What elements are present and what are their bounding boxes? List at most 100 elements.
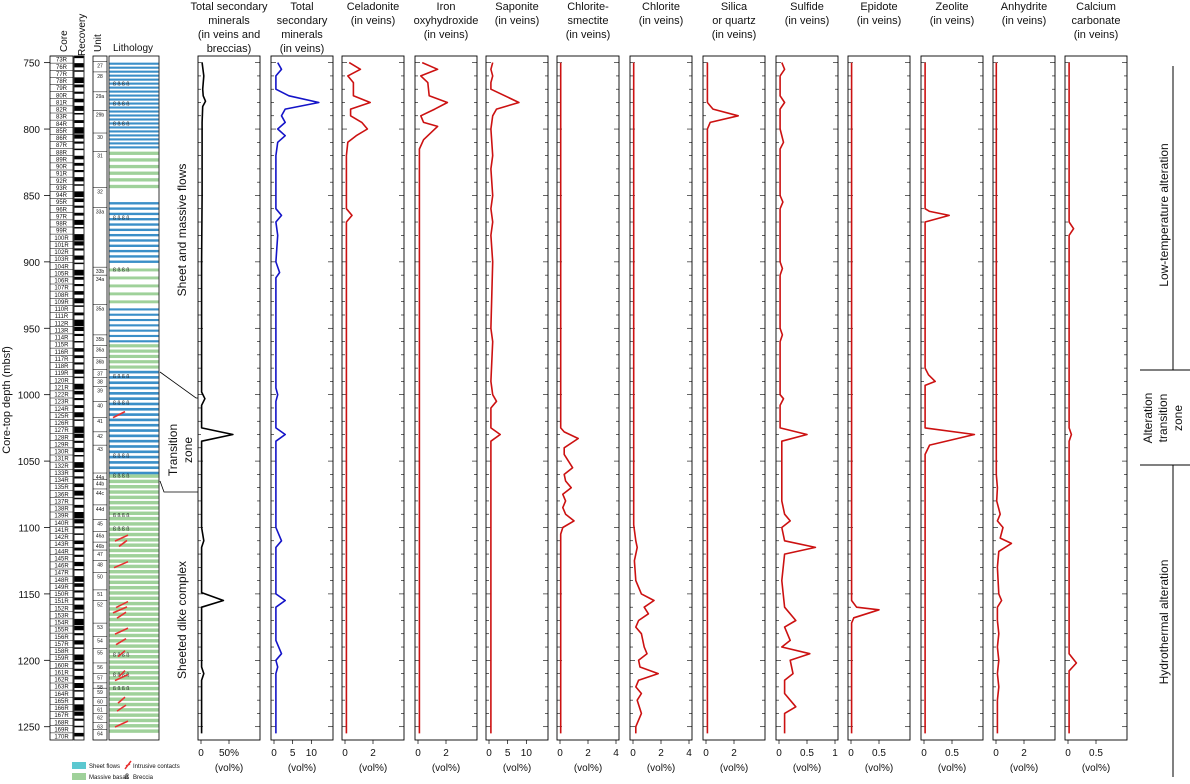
recovery-block xyxy=(74,148,84,151)
panel-title-line: Total xyxy=(290,1,313,13)
sheet-flow-band xyxy=(109,74,159,77)
core-label: 153R xyxy=(54,613,69,619)
recovery-block xyxy=(74,690,84,692)
panel-title-line: Silica xyxy=(721,1,748,13)
unit-label: 43 xyxy=(97,447,103,453)
core-label: 110R xyxy=(55,307,70,313)
panel-x-tick-label: 2 xyxy=(1021,748,1027,759)
intrusive-contact-mark xyxy=(116,704,127,712)
massive-basalt-band xyxy=(109,596,159,601)
sheet-flow-band xyxy=(109,233,159,237)
recovery-block xyxy=(74,419,84,421)
recovery-block xyxy=(74,255,84,260)
recovery-block xyxy=(74,326,84,332)
massive-basalt-band xyxy=(109,300,159,304)
core-label: 127R xyxy=(54,428,69,434)
massive-basalt-band xyxy=(109,660,159,664)
unit-label: 59 xyxy=(97,690,103,696)
sheet-flow-band xyxy=(109,70,159,73)
recovery-block xyxy=(74,91,84,94)
massive-basalt-band xyxy=(109,511,159,516)
massive-basalt-band xyxy=(109,649,159,654)
sheet-flow-band xyxy=(109,370,159,374)
massive-basalt-swatch xyxy=(72,773,86,780)
panel-4: Saponite (in veins) 0 5 10 (vol%) xyxy=(485,1,549,774)
panel-x-tick-label: 2 xyxy=(443,748,449,759)
core-label: 135R xyxy=(54,485,69,491)
core-label: 78R xyxy=(56,79,68,85)
massive-basalt-band xyxy=(109,292,159,296)
recovery-block xyxy=(74,134,84,139)
massive-basalt-band xyxy=(109,692,159,696)
recovery-block xyxy=(74,483,84,488)
panel-title-line: breccias) xyxy=(207,43,252,55)
massive-basalt-label: Massive basalt xyxy=(89,775,129,781)
core-label: 155R xyxy=(54,628,69,634)
massive-basalt-band xyxy=(109,585,159,590)
massive-basalt-band xyxy=(109,543,159,547)
depth-tick-label: 1000 xyxy=(18,391,41,402)
sheet-flow-band xyxy=(109,334,159,338)
sheeted-dike-zone-label: Sheeted dike complex xyxy=(175,561,189,679)
recovery-block xyxy=(74,341,84,343)
massive-basalt-band xyxy=(109,612,159,616)
breccia-symbol: ß ß ß ß xyxy=(113,216,129,222)
core-label: 82R xyxy=(56,108,68,114)
recovery-block xyxy=(74,141,84,144)
lithology-legend: Sheet flows Massive basalt Intrusive con… xyxy=(72,760,180,781)
sheet-flow-band xyxy=(109,126,159,129)
panel-x-label: (vol%) xyxy=(359,763,387,774)
core-label: 85R xyxy=(56,129,68,135)
panel-data-line xyxy=(1068,62,1078,734)
massive-basalt-band xyxy=(109,564,159,569)
unit-label: 44c xyxy=(96,491,105,497)
panel-title-line: Total secondary xyxy=(190,1,268,13)
recovery-block xyxy=(74,177,84,182)
core-label: 129R xyxy=(54,442,69,448)
massive-basalt-band xyxy=(109,184,159,189)
core-label: 145R xyxy=(54,556,69,562)
panel-6: Chlorite (in veins) 0 2 4 (vol%) xyxy=(629,1,693,774)
sheet-flow-band xyxy=(109,110,159,113)
core-label: 73R xyxy=(56,58,68,64)
sheet-massive-zone-label: Sheet and massive flows xyxy=(175,164,189,297)
massive-basalt-band xyxy=(109,479,159,484)
unit-label: 63 xyxy=(97,725,103,731)
depth-tick-label: 1150 xyxy=(18,590,40,601)
panel-title-line: (in veins) xyxy=(930,15,975,27)
sheet-flow-band xyxy=(109,138,159,141)
massive-basalt-band xyxy=(109,158,159,162)
recovery-block xyxy=(74,120,84,123)
panel-x-tick-label: 0 xyxy=(342,748,348,759)
core-label: 160R xyxy=(54,663,69,669)
recovery-block xyxy=(74,284,84,287)
intrusive-contact-mark xyxy=(115,638,127,646)
massive-basalt-band xyxy=(109,623,159,627)
depth-tick-label: 1050 xyxy=(18,457,41,468)
sheet-flow-band xyxy=(109,313,159,316)
massive-basalt-band xyxy=(109,538,159,542)
massive-basalt-band xyxy=(109,575,159,579)
sheet-flow-band xyxy=(109,94,159,97)
lithology-column: ß ß ß ß ß ß ß ß ß ß ß ß ß ß ß ß ß ß ß ß ß ß ß… xyxy=(108,55,160,741)
recovery-block xyxy=(74,205,84,208)
core-label: 115R xyxy=(55,343,70,349)
core-label: 147R xyxy=(54,571,69,577)
breccia-symbol: ß ß ß ß xyxy=(113,374,129,380)
unit-label: 57 xyxy=(97,676,103,682)
panel-x-tick-label: 0.5 xyxy=(872,748,886,759)
panel-frame xyxy=(414,55,478,741)
sheet-flow-band xyxy=(109,66,159,69)
panel-title-line: Celadonite xyxy=(347,1,400,13)
panel-12: Calcium carbonate (in veins) 0 0.5 (vol%) xyxy=(1064,1,1128,774)
core-label: 123R xyxy=(54,400,69,406)
sheet-flow-band xyxy=(109,434,159,438)
sheet-flow-band xyxy=(109,212,159,216)
panel-frame xyxy=(920,55,984,741)
panel-title-line: (in veins) xyxy=(712,29,757,41)
depth-tick-label: 950 xyxy=(23,324,40,335)
sheet-flow-band xyxy=(109,118,159,121)
panel-x-tick-label: 0 xyxy=(271,748,277,759)
panel-x-label: (vol%) xyxy=(432,763,460,774)
panel-x-label: (vol%) xyxy=(1010,763,1038,774)
